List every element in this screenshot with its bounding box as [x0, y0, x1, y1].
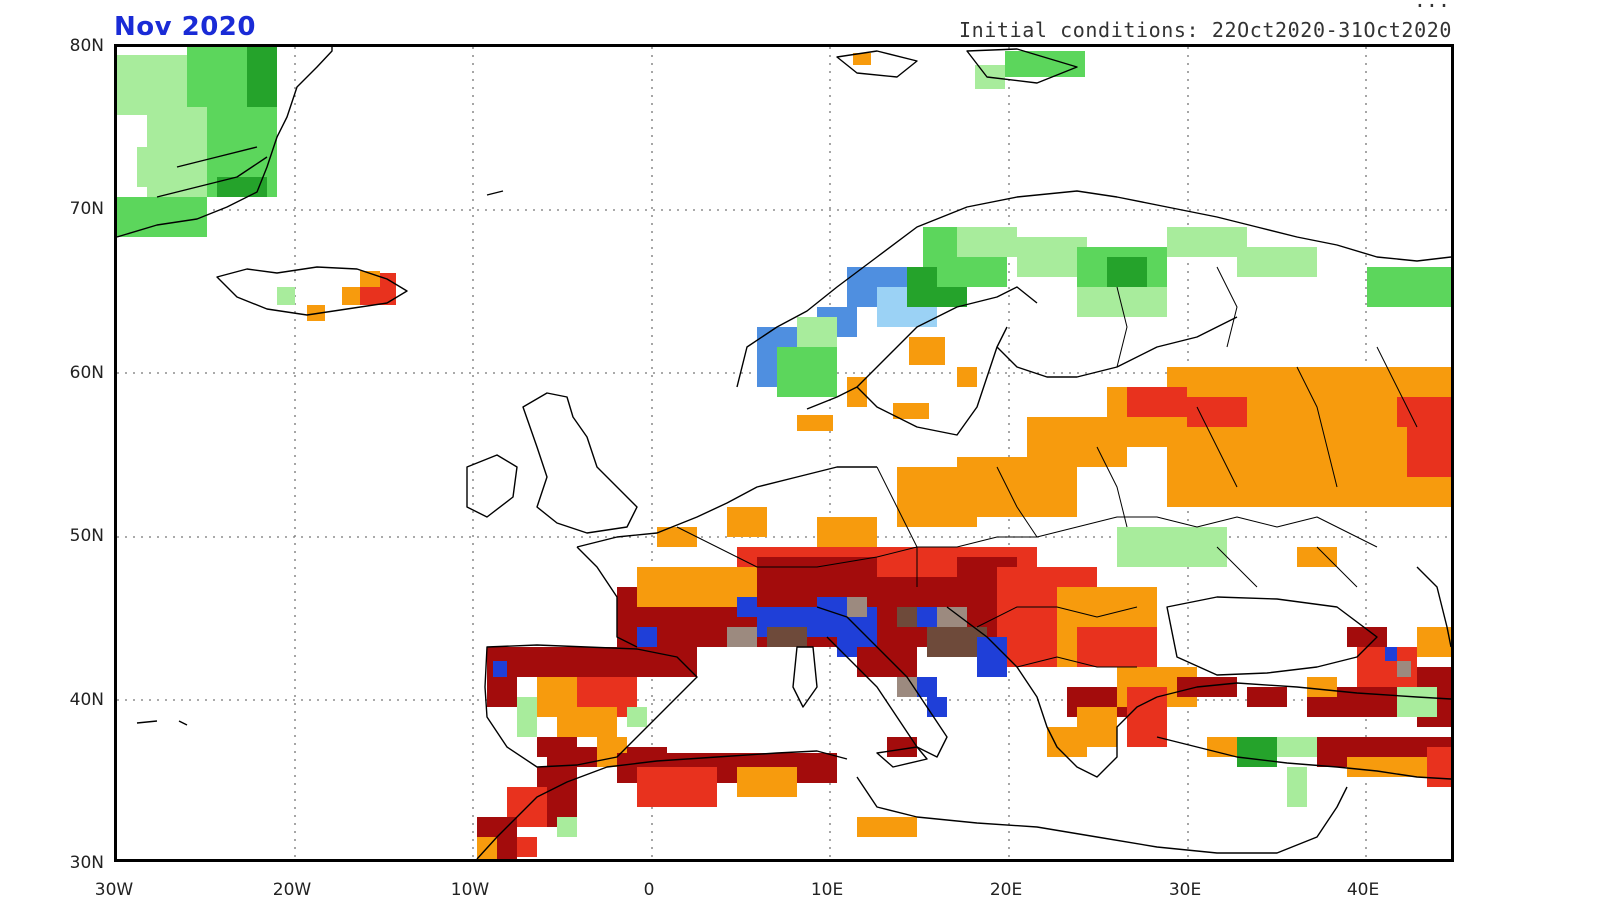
lon-label-0: 0 — [643, 880, 655, 900]
lat-label-30n: 30N — [69, 853, 104, 873]
lon-label-30e: 30E — [1168, 880, 1202, 900]
lat-label-40n: 40N — [69, 690, 104, 710]
lon-label-10e: 10E — [810, 880, 844, 900]
lat-label-50n: 50N — [69, 526, 104, 546]
partial-top-text: ... — [1413, 0, 1450, 12]
lat-label-70n: 70N — [69, 199, 104, 219]
anomaly-cells — [117, 47, 1451, 859]
lon-label-10w: 10W — [450, 880, 490, 900]
map-frame — [114, 44, 1454, 862]
lon-label-40e: 40E — [1346, 880, 1380, 900]
coastlines — [117, 47, 1451, 859]
initial-conditions-text: Initial conditions: 22Oct2020-31Oct2020 — [959, 18, 1452, 42]
forecast-map — [117, 47, 1451, 859]
lat-label-80n: 80N — [69, 36, 104, 56]
lon-label-20w: 20W — [272, 880, 312, 900]
lon-label-20e: 20E — [989, 880, 1023, 900]
lon-label-30w: 30W — [94, 880, 134, 900]
map-month-title: Nov 2020 — [114, 12, 256, 42]
lat-label-60n: 60N — [69, 363, 104, 383]
